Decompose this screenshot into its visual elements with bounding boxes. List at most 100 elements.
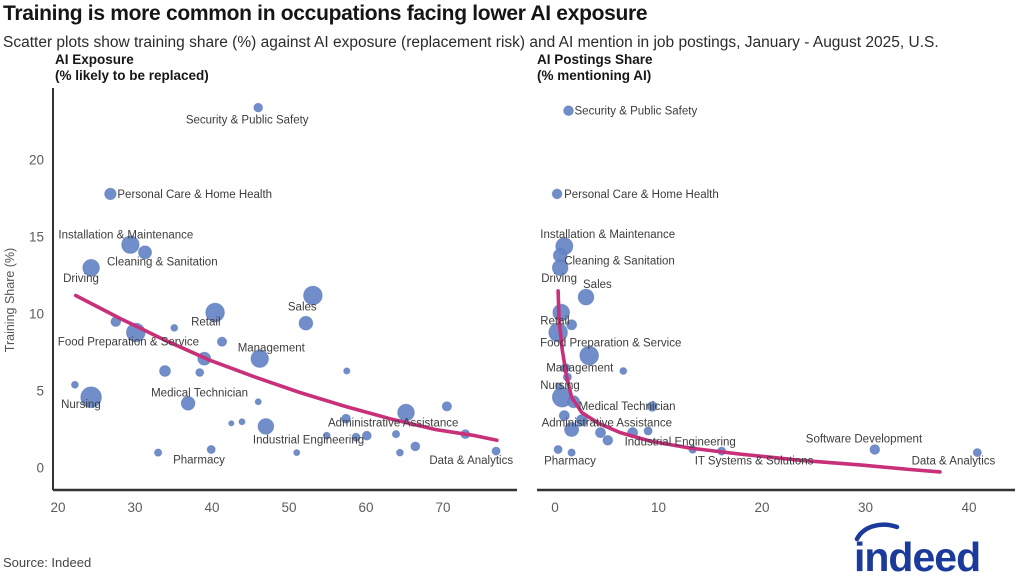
data-point [391,430,401,439]
data-point [563,105,574,116]
data-point [361,430,372,441]
point-label: Cleaning & Sanitation [107,256,218,268]
point-label: Personal Care & Home Health [117,189,272,201]
data-point [396,448,404,457]
x-tick-label: 40 [961,500,976,515]
data-point [595,427,606,439]
point-label: IT Systems & Solutions [695,456,814,468]
figure-subtitle: Scatter plots show training share (%) ag… [3,34,939,51]
data-point [216,336,228,347]
x-tick-label: 30 [858,500,873,515]
data-point [104,187,117,201]
data-point [564,422,580,437]
data-point [972,448,982,458]
data-point [298,315,314,331]
y-tick-label: 10 [29,307,44,322]
data-point [154,448,163,457]
figure-header: Training is more common in occupations f… [3,0,1024,52]
point-label: Data & Analytics [429,455,513,467]
data-point [551,259,569,277]
point-label: Management [546,363,614,375]
point-label: Management [238,343,306,355]
point-label: Pharmacy [173,455,225,467]
data-point [351,432,361,442]
data-point [555,382,563,391]
data-point [643,426,653,436]
point-label: Administrative Assistance [542,418,672,430]
point-label: Food Preparation & Service [540,338,681,350]
data-point [441,401,452,412]
data-point [491,446,501,456]
data-point [303,285,323,306]
panel-title: AI Exposure [55,52,134,67]
trend-line [556,289,942,474]
data-point [205,302,225,323]
x-tick-label: 50 [281,500,296,515]
data-point [206,445,216,454]
data-point [80,386,102,409]
point-label: Nursing [61,399,101,411]
indeed-logo-swoosh [854,522,900,542]
data-point [293,449,301,457]
data-point [869,444,881,455]
point-label: Administrative Assistance [328,418,458,430]
x-tick-label: 20 [754,500,769,515]
x-tick-label: 0 [551,500,559,515]
point-label: Data & Analytics [912,456,996,468]
point-label: Pharmacy [544,456,596,468]
data-point [71,380,79,389]
figure-title: Training is more common in occupations f… [3,2,648,25]
y-tick-label: 0 [36,461,44,476]
point-label: Personal Care & Home Health [564,189,719,201]
data-point [551,188,563,200]
x-tick-label: 10 [651,500,666,515]
data-point [567,448,576,457]
point-label: Security & Public Safety [186,115,309,127]
data-point [579,345,600,366]
data-point [257,418,275,435]
data-point [253,102,264,113]
point-label: Sales [288,302,317,314]
point-label: Food Preparation & Service [58,337,199,349]
x-tick-label: 70 [435,500,450,515]
data-point [553,445,563,454]
data-point [250,349,269,368]
point-label: Medical Technician [151,387,248,399]
panel-subtitle: (% likely to be replaced) [55,68,209,83]
point-label: Sales [583,279,612,291]
point-label: Cleaning & Sanitation [564,256,675,268]
point-label: Driving [541,273,577,285]
y-tick-label: 5 [36,384,44,399]
data-point [138,245,152,260]
panel-title: AI Postings Share [537,52,653,67]
panel-subtitle: (% mentioning AI) [537,68,651,83]
point-label: Driving [63,273,99,285]
x-tick-label: 40 [204,500,219,515]
x-tick-label: 30 [127,500,142,515]
data-point [228,420,235,427]
data-point [170,324,179,332]
data-point [410,441,421,452]
data-point [647,401,658,412]
point-label: Security & Public Safety [575,106,698,118]
data-point [602,435,614,446]
data-point [558,410,570,422]
data-point [343,367,351,375]
point-label: Medical Technician [579,401,676,413]
data-point [577,288,595,306]
data-point [159,365,171,377]
point-label: Installation & Maintenance [540,229,675,241]
data-point [180,396,196,411]
indeed-logo: indeed [854,522,981,575]
x-tick-label: 20 [50,500,65,515]
point-label: Industrial Engineering [253,434,364,446]
point-label: Retail [540,316,569,328]
data-point [82,259,100,277]
trend-line [73,293,499,443]
point-label: Industrial Engineering [625,437,736,449]
data-point [254,398,262,406]
y-tick-label: 15 [29,230,44,245]
point-label: Installation & Maintenance [58,230,193,242]
